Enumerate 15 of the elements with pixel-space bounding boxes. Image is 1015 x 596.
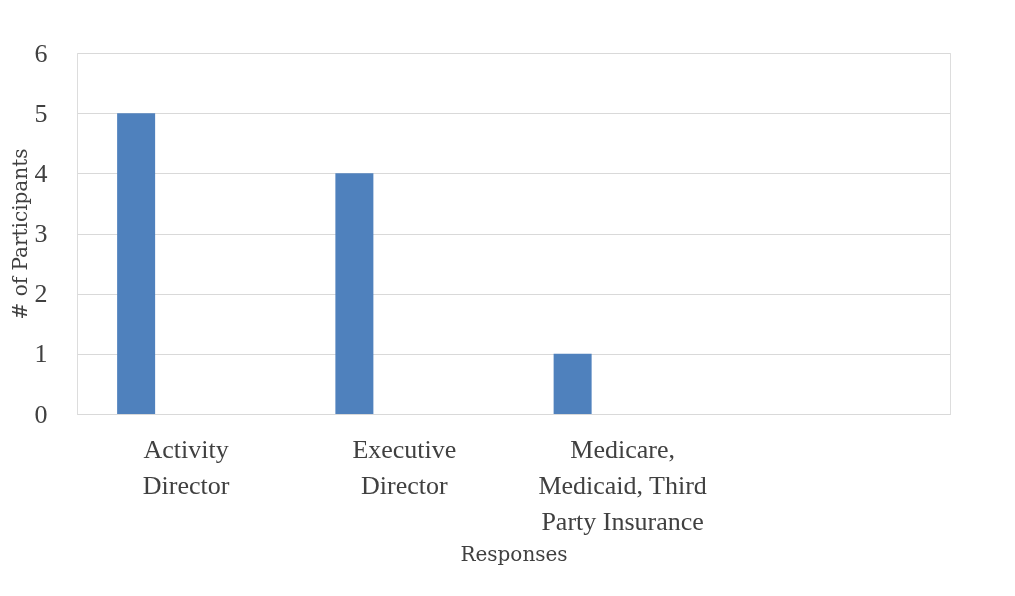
y-tick-label: 2 bbox=[34, 279, 48, 309]
y-tick-label: 4 bbox=[34, 158, 48, 188]
y-tick-label: 1 bbox=[34, 339, 48, 369]
y-tick-label: 3 bbox=[34, 219, 48, 248]
y-tick-label: 6 bbox=[34, 38, 48, 68]
x-tick-label: Medicare, Medicaid, Third Party Insurance bbox=[538, 434, 707, 536]
y-tick-label: 0 bbox=[34, 399, 48, 429]
x-tick-label: Executive Director bbox=[352, 434, 457, 500]
y-tick-label: 5 bbox=[34, 98, 48, 128]
y-axis-title: # of Participants bbox=[7, 148, 32, 320]
bar bbox=[335, 173, 374, 414]
x-tick-label: Activity Director bbox=[142, 434, 230, 500]
bar bbox=[117, 113, 156, 414]
x-axis-title: Responses bbox=[460, 541, 568, 566]
bar bbox=[553, 353, 592, 414]
